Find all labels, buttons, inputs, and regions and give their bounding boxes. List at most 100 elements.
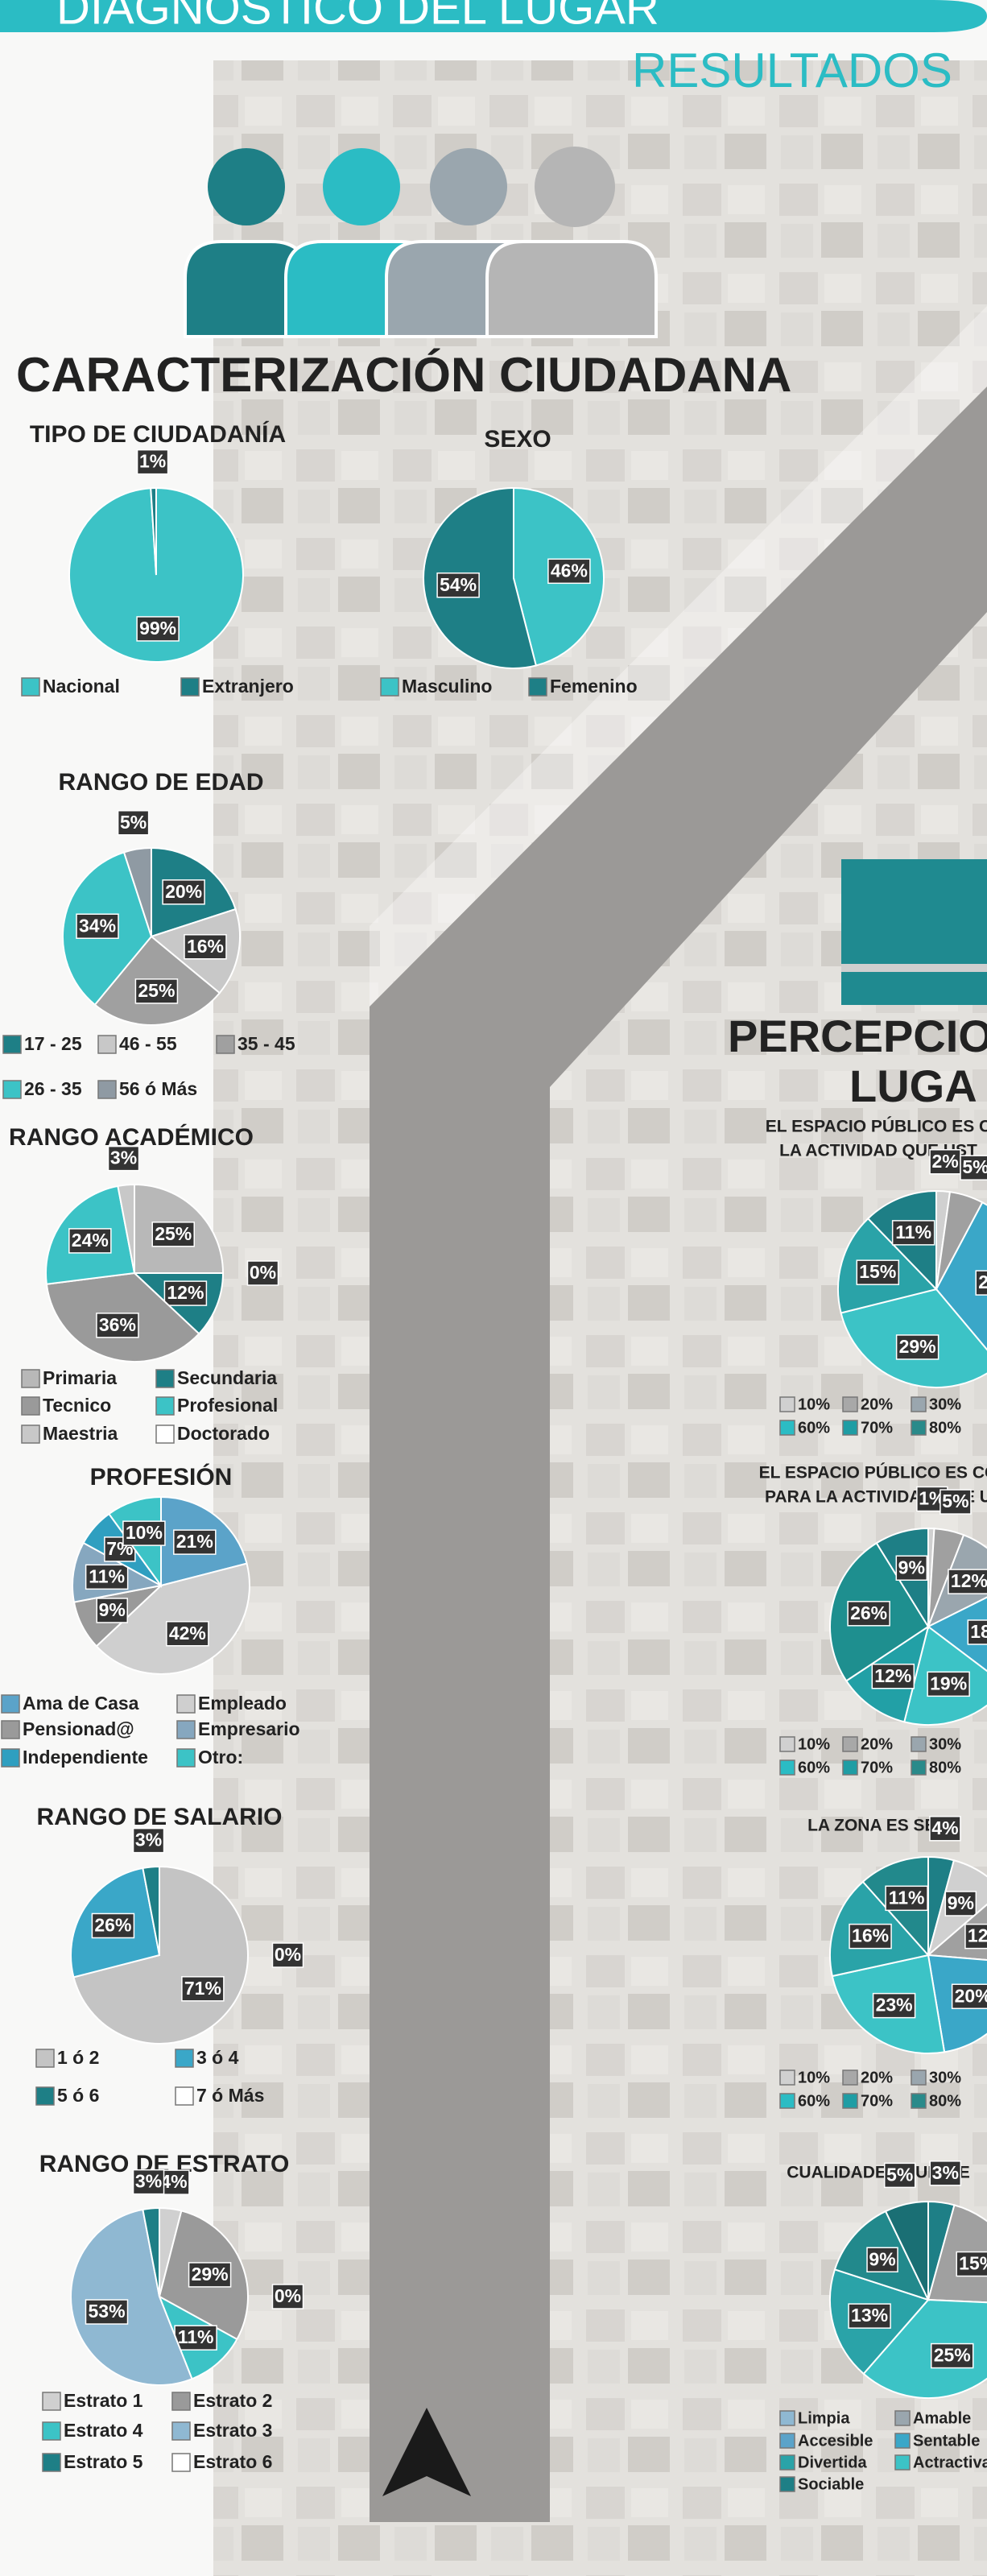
legend-swatch xyxy=(36,2087,54,2105)
value-label: 5% xyxy=(962,1156,987,1177)
value-label: 25% xyxy=(155,1223,192,1244)
legend-label: Amable xyxy=(913,2409,971,2427)
legend-label: Pensionad@ xyxy=(23,1718,134,1739)
results-title: RESULTADOS xyxy=(632,43,952,97)
legend-label: Tecnico xyxy=(43,1395,111,1416)
legend-label: 60% xyxy=(798,1759,830,1776)
value-label: 20% xyxy=(165,881,202,902)
value-label: 42% xyxy=(169,1623,206,1644)
legend-swatch xyxy=(156,1425,174,1443)
legend-label: 70% xyxy=(861,2092,893,2110)
legend-label: 20% xyxy=(861,2069,893,2086)
legend-label: 10% xyxy=(798,2069,830,2086)
infographic: DIAGNOSTICO DEL LUGAR RESULTADOS CARACTE… xyxy=(0,0,987,2576)
value-label: 4% xyxy=(931,1817,958,1838)
legend-swatch xyxy=(911,1737,926,1751)
legend-label: 1 ó 2 xyxy=(57,2047,99,2068)
legend-swatch xyxy=(843,2070,857,2085)
legend-swatch xyxy=(43,2454,60,2471)
legend-label: Extranjero xyxy=(202,676,294,697)
value-label: 15% xyxy=(959,2253,987,2274)
value-label: 21% xyxy=(176,1531,213,1552)
value-label: 9% xyxy=(99,1599,126,1620)
value-label: 26% xyxy=(94,1915,131,1936)
legend-label: Ama de Casa xyxy=(23,1693,139,1714)
legend-label: Estrato 2 xyxy=(193,2390,272,2411)
legend-label: Primaria xyxy=(43,1367,117,1388)
legend-swatch xyxy=(843,1397,857,1412)
value-label: 5% xyxy=(942,1491,968,1511)
section-title: LUGA xyxy=(849,1061,977,1111)
value-label: 12% xyxy=(951,1570,987,1591)
legend-swatch xyxy=(172,2454,190,2471)
value-label: 36% xyxy=(99,1314,136,1335)
legend-swatch xyxy=(43,2422,60,2440)
banner-title: DIAGNOSTICO DEL LUGAR xyxy=(56,0,659,34)
value-label: 0% xyxy=(250,1262,276,1283)
value-label: 1% xyxy=(139,451,166,472)
legend-swatch xyxy=(780,2455,795,2470)
value-label: 11% xyxy=(89,1565,125,1586)
chart-title: RANGO DE SALARIO xyxy=(36,1804,282,1830)
legend-label: 20% xyxy=(861,1396,893,1413)
value-label: 3% xyxy=(110,1147,137,1168)
legend-swatch xyxy=(911,2070,926,2085)
legend-label: 30% xyxy=(929,1735,961,1753)
value-label: 24% xyxy=(72,1230,109,1251)
legend-label: Independiente xyxy=(23,1747,148,1768)
legend-label: Sociable xyxy=(798,2475,864,2493)
legend-swatch xyxy=(98,1081,116,1098)
value-label: 10% xyxy=(126,1522,163,1543)
value-label: 12% xyxy=(167,1282,204,1303)
value-label: 11% xyxy=(895,1222,931,1243)
legend-swatch xyxy=(911,2094,926,2108)
legend-label: 17 - 25 xyxy=(24,1033,82,1054)
legend-swatch xyxy=(780,1760,795,1775)
value-label: 28% xyxy=(978,1271,987,1292)
legend-swatch xyxy=(156,1370,174,1387)
legend-swatch xyxy=(843,1760,857,1775)
legend-label: Empresario xyxy=(198,1718,300,1739)
chart-title: EL ESPACIO PÚBLICO ES C xyxy=(766,1117,987,1136)
legend-swatch xyxy=(217,1036,234,1053)
value-label: 18% xyxy=(970,1621,987,1642)
value-label: 29% xyxy=(899,1336,936,1357)
value-label: 13% xyxy=(851,2305,888,2326)
legend-swatch xyxy=(3,1081,21,1098)
value-label: 11% xyxy=(889,1887,925,1908)
legend-swatch xyxy=(2,1721,19,1739)
legend-label: 80% xyxy=(929,2092,961,2110)
legend-label: Divertida xyxy=(798,2454,867,2471)
legend-label: Masculino xyxy=(402,676,492,697)
value-label: 25% xyxy=(934,2345,971,2366)
legend-swatch xyxy=(843,2094,857,2108)
value-label: 99% xyxy=(139,618,176,639)
legend-label: Actractiva xyxy=(913,2454,987,2471)
value-label: 3% xyxy=(135,2171,162,2192)
chart-title: RANGO DE EDAD xyxy=(58,769,263,796)
value-label: 53% xyxy=(88,2301,125,2322)
legend-swatch xyxy=(36,2049,54,2067)
value-label: 26% xyxy=(850,1602,887,1623)
legend-label: Empleado xyxy=(198,1693,287,1714)
value-label: 2% xyxy=(931,1151,958,1172)
value-label: 16% xyxy=(187,936,224,957)
legend-swatch xyxy=(172,2392,190,2410)
chart-title: PROFESIÓN xyxy=(90,1463,233,1491)
legend-swatch xyxy=(843,1420,857,1435)
legend-label: Estrato 4 xyxy=(64,2420,143,2441)
value-label: 54% xyxy=(440,574,477,595)
value-label: 16% xyxy=(852,1925,889,1946)
legend-label: Estrato 6 xyxy=(193,2451,272,2472)
legend-label: 60% xyxy=(798,2092,830,2110)
legend-swatch xyxy=(177,1749,195,1767)
legend-label: 80% xyxy=(929,1759,961,1776)
value-label: 23% xyxy=(876,1995,913,2016)
legend-label: Maestria xyxy=(43,1423,118,1444)
legend-label: Doctorado xyxy=(177,1423,270,1444)
legend-swatch xyxy=(529,678,547,696)
legend-swatch xyxy=(172,2422,190,2440)
legend-swatch xyxy=(780,2433,795,2448)
legend-label: Femenino xyxy=(550,676,638,697)
legend-swatch xyxy=(181,678,199,696)
